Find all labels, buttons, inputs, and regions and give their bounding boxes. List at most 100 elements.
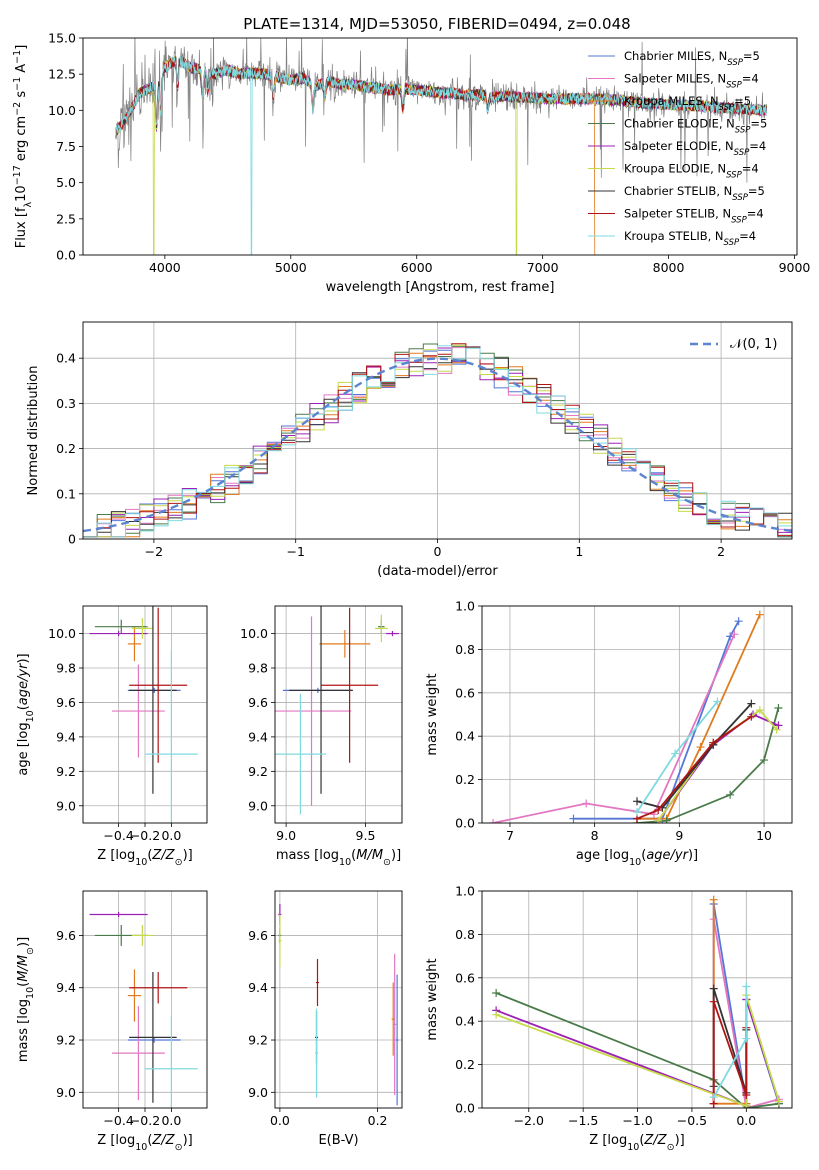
legend-entry: Chabrier ELODIE, NSSP=5 xyxy=(624,117,767,136)
errorbar-point xyxy=(375,614,388,643)
series-marker xyxy=(713,697,722,706)
series-marker xyxy=(654,805,663,814)
y-tick-label: 0.4 xyxy=(455,729,475,744)
errorbar-point xyxy=(275,616,352,806)
grid xyxy=(275,891,402,1108)
y-tick-label: 5.0 xyxy=(56,175,76,190)
y-tick-label: 10.0 xyxy=(48,626,76,641)
axes-frame xyxy=(274,605,403,824)
series-marker xyxy=(633,808,641,817)
plot-area xyxy=(492,895,783,1108)
errorbar-point xyxy=(94,619,148,634)
y-tick-label: 9.0 xyxy=(56,1085,76,1100)
errorbar-point xyxy=(131,618,153,639)
y-tick-label: 9.4 xyxy=(248,980,268,995)
x-tick-label: 5000 xyxy=(275,260,307,275)
series-marker xyxy=(582,799,591,808)
errorbar-point xyxy=(321,607,379,763)
errorbar-point xyxy=(395,974,399,1106)
legend-entry: 𝒩(0, 1) xyxy=(730,337,777,352)
series-marker xyxy=(492,1010,501,1019)
errorbar-point xyxy=(127,1037,181,1043)
spectrum-legend: Chabrier MILES, NSSP=5 Salpeter MILES, NS… xyxy=(588,49,767,248)
x-tick-label: 6000 xyxy=(401,260,433,275)
errorbar-point xyxy=(129,606,177,794)
y-tick-label: 0.3 xyxy=(56,396,76,411)
errorbar-point xyxy=(386,630,399,637)
x-tick-label: 7 xyxy=(506,828,514,843)
grid xyxy=(482,605,792,824)
x-tick-label: 0.0 xyxy=(736,1113,756,1128)
residual-histogram xyxy=(83,345,792,539)
errorbar-point xyxy=(129,972,188,1004)
x-axis-label: Z [log10(Z/Z⊙)] xyxy=(97,1133,192,1153)
plot-area xyxy=(278,904,399,1106)
mass-weight-series xyxy=(709,982,751,1102)
grid xyxy=(83,606,207,823)
y-tick-label: 0.6 xyxy=(455,970,475,985)
y-tick-label: 0.0 xyxy=(455,1101,475,1116)
errorbar-point xyxy=(314,1008,319,1098)
x-tick-label: 0.0 xyxy=(161,828,181,843)
y-tick-label: 9.4 xyxy=(248,729,268,744)
mass-weight-series xyxy=(654,706,781,823)
errorbar-point xyxy=(127,969,142,1022)
series-line xyxy=(636,715,752,820)
series-marker xyxy=(747,712,756,721)
legend-entry: Chabrier STELIB, NSSP=5 xyxy=(624,184,765,203)
series-marker xyxy=(774,721,783,730)
mass-weight-series xyxy=(633,703,783,823)
plot-area xyxy=(115,38,767,255)
y-axis-label: Flux [fλ10−17 erg cm−2 s−1 A−1] xyxy=(12,45,34,249)
axes-frame xyxy=(481,605,793,824)
series-marker xyxy=(709,895,718,904)
x-tick-label: 2 xyxy=(717,544,725,559)
series-marker xyxy=(709,984,718,993)
x-tick-label: 8000 xyxy=(653,260,685,275)
errorbar-point xyxy=(112,1006,165,1101)
x-tick-label: 9.0 xyxy=(276,828,296,843)
series-line xyxy=(495,992,780,1108)
x-tick-label: −1 xyxy=(286,544,304,559)
errorbar-point xyxy=(129,972,177,1103)
y-tick-label: 9.2 xyxy=(248,764,268,779)
panel-residuals: −2 −1 0 1 2 0 0.1 0.2 0.3 0.4 𝒩(0, 1) (data-model)/… xyxy=(26,321,793,579)
y-tick-label: 0.4 xyxy=(56,351,76,366)
series-marker xyxy=(742,1090,751,1099)
y-tick-label: 0.8 xyxy=(455,927,475,942)
legend-entry: Kroupa ELODIE, NSSP=4 xyxy=(624,162,759,181)
legend-entry: Chabrier MILES, NSSP=5 xyxy=(624,49,760,68)
panel-age_vs_Z: −0.4−0.2 0.0 9.0 9.2 9.4 9.6 9.8 10.0 Z [log10(Z… xyxy=(16,605,208,868)
y-tick-label: 0.4 xyxy=(455,1014,475,1029)
errorbar-point xyxy=(278,914,282,967)
errorbar-point xyxy=(289,606,353,794)
x-tick-label: 10 xyxy=(756,828,772,843)
legend-entry: Kroupa MILES, NSSP=5 xyxy=(624,94,751,113)
y-tick-label: 12.5 xyxy=(48,67,76,82)
series-marker xyxy=(709,997,718,1006)
x-tick-label: −0.2 xyxy=(130,828,160,843)
y-axis-label: mass weight xyxy=(425,673,440,755)
y-axis-label: mass [log10(M/M⊙)] xyxy=(16,937,36,1062)
panel-mass_vs_ebv: 0.0 0.2 9.0 9.2 9.4 9.6 E(B-V) xyxy=(248,890,403,1148)
legend-entry: Salpeter STELIB, NSSP=4 xyxy=(624,207,764,226)
mass-weight-series xyxy=(633,699,756,812)
plot-area xyxy=(489,610,783,823)
series-line xyxy=(657,713,779,822)
y-tick-label: 0 xyxy=(68,532,76,547)
series-marker xyxy=(662,816,671,823)
y-tick-label: 9.0 xyxy=(248,1085,268,1100)
series-marker xyxy=(492,988,501,997)
series-marker xyxy=(774,1097,783,1106)
x-tick-label: −2.0 xyxy=(514,1113,544,1128)
y-tick-label: 9.6 xyxy=(56,695,76,710)
y-tick-label: 9.8 xyxy=(56,661,76,676)
y-tick-label: 0.2 xyxy=(455,772,475,787)
plot-area xyxy=(89,911,198,1108)
errorbar-point xyxy=(391,982,395,1056)
x-axis-label: (data-model)/error xyxy=(377,564,498,579)
mass-weight-series xyxy=(489,630,739,823)
y-tick-label: 2.5 xyxy=(56,211,76,226)
spectrum-model-line xyxy=(115,56,767,255)
y-tick-label: 9.6 xyxy=(248,695,268,710)
